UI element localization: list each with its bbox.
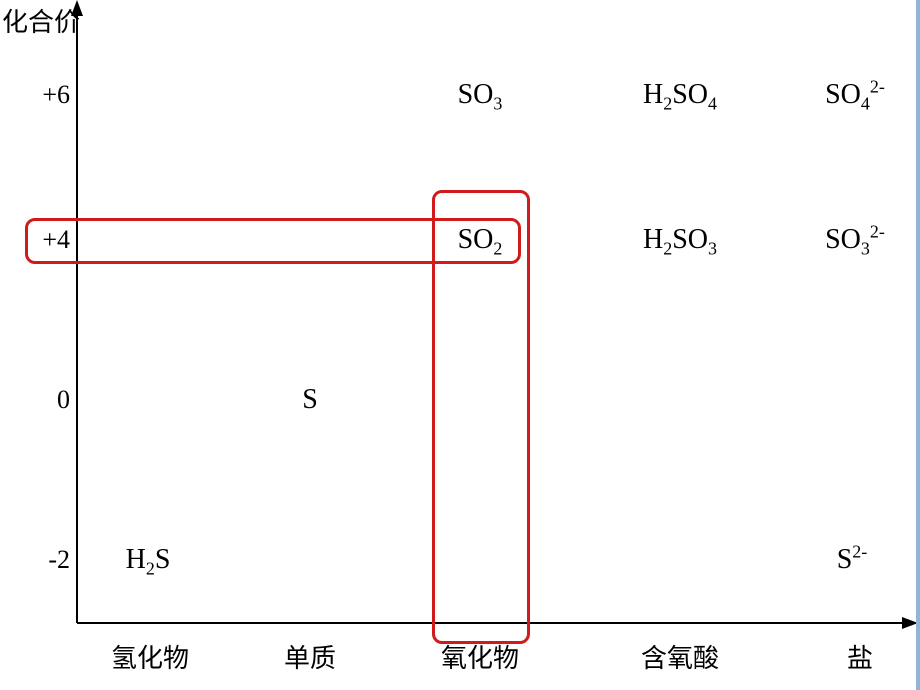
formula-cell: S (302, 384, 318, 416)
x-category: 氢化物 (111, 638, 189, 675)
x-category: 盐 (847, 638, 873, 675)
highlight-col (432, 190, 530, 644)
formula-cell: SO42- (825, 79, 885, 111)
y-tick: 0 (30, 385, 70, 415)
formula-cell: SO3 (458, 79, 503, 111)
y-tick: +6 (30, 80, 70, 110)
y-axis-title: 化合价 (2, 2, 80, 39)
formula-cell: H2SO3 (643, 224, 717, 256)
y-tick: -2 (30, 545, 70, 575)
x-category: 含氧酸 (641, 638, 719, 675)
formula-cell: S2- (837, 544, 868, 576)
right-edge-strip (916, 0, 920, 690)
x-category: 单质 (284, 638, 336, 675)
valence-chart: 化合价 +6+40-2 氢化物单质氧化物含氧酸盐 SO3H2SO4SO42-SO… (0, 0, 920, 690)
formula-cell: SO32- (825, 224, 885, 256)
formula-cell: H2SO4 (643, 79, 717, 111)
formula-cell: H2S (126, 544, 171, 576)
